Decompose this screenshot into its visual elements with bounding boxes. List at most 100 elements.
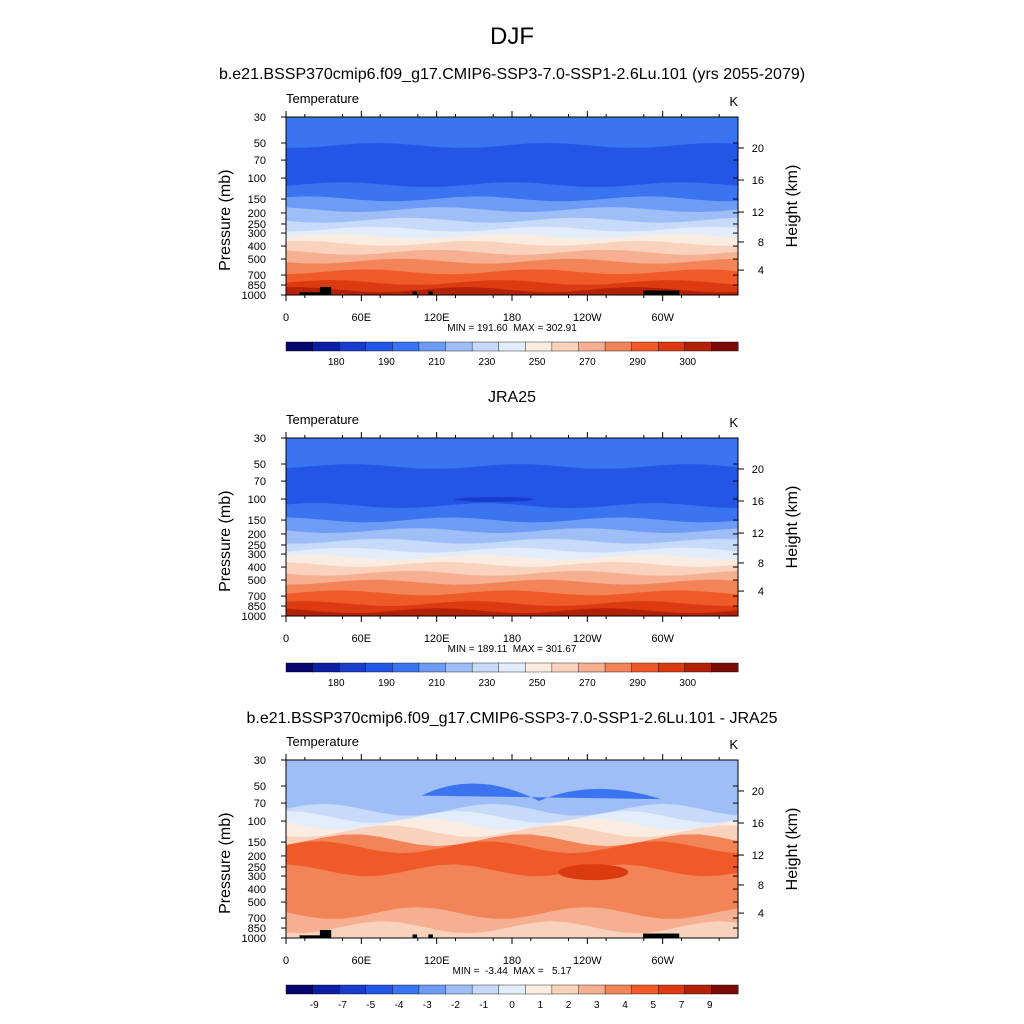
terrain-mask [299, 286, 680, 295]
colorbar: 180 190 210 230 250 270 290 300 [285, 341, 739, 368]
colorbar-label: 2 [566, 1000, 572, 1011]
colorbar-swatch [684, 341, 712, 352]
y-tick-label: 700 [248, 591, 266, 603]
colorbar-label: 250 [529, 678, 546, 689]
y-tick-label: 850 [248, 923, 266, 935]
x-tick-label: 60E [352, 955, 372, 967]
y-right-tick-label: 20 [752, 143, 764, 155]
terrain-patch [643, 933, 680, 938]
contour-band [286, 921, 738, 938]
colorbar-swatch [418, 984, 447, 995]
x-tick-label: 120E [424, 312, 450, 324]
colorbar-swatch [365, 984, 393, 995]
y-right-tick-label: 4 [758, 586, 764, 598]
y-right-tick-label: 12 [752, 850, 764, 862]
colorbar-label: 3 [594, 1000, 600, 1011]
x-tick-label: 120E [424, 955, 450, 967]
y-tick-label: 300 [248, 871, 266, 883]
colorbar-swatch [711, 341, 739, 352]
y-tick-label: 100 [248, 494, 266, 506]
y-tick-label: 250 [248, 862, 266, 874]
colorbar-swatch [445, 662, 473, 673]
terrain-patch [428, 934, 433, 938]
colorbar-label: 190 [378, 357, 395, 368]
colorbar-swatch [338, 662, 367, 673]
y-right-tick-label: 20 [752, 464, 764, 476]
colorbar-label: 250 [529, 357, 546, 368]
main-title: DJF [490, 23, 534, 50]
colorbar-swatch [498, 341, 526, 352]
colorbar-swatch [525, 341, 553, 352]
x-tick-label: 180 [503, 955, 521, 967]
min-max-stats: MIN = 189.11 MAX = 301.67 [448, 644, 577, 655]
colorbar-label: 300 [679, 357, 696, 368]
colorbar-label: 1 [537, 1000, 543, 1011]
colorbar-swatch [658, 984, 686, 995]
y-tick-label: 250 [248, 219, 266, 231]
colorbar-swatch [312, 341, 340, 352]
min-max-stats: MIN = 191.60 MAX = 302.91 [447, 323, 577, 334]
x-tick-label: 60E [352, 312, 372, 324]
y-right-tick-label: 16 [752, 818, 764, 830]
y-right-tick-label: 4 [758, 265, 764, 277]
y-tick-label: 30 [254, 112, 266, 124]
y-tick-label: 500 [248, 897, 266, 909]
colorbar-swatch [418, 341, 447, 352]
x-tick-label: 0 [283, 312, 289, 324]
x-tick-label: 60W [651, 633, 674, 645]
units-label: K [729, 415, 738, 430]
y-right-axis-label: Height (km) [784, 165, 801, 248]
colorbar-label: -4 [395, 1000, 404, 1011]
x-tick-label: 120W [573, 633, 602, 645]
colorbar-swatch [285, 984, 314, 995]
colorbar-swatch [285, 341, 314, 352]
y-tick-label: 50 [254, 138, 266, 150]
y-tick-label: 400 [248, 884, 266, 896]
colorbar-swatch [392, 662, 420, 673]
colorbar-swatch [312, 662, 340, 673]
colorbar-swatch [551, 341, 579, 352]
y-axis-label: Pressure (mb) [217, 491, 234, 592]
colorbar-label: -3 [423, 1000, 432, 1011]
colorbar-swatch [578, 662, 606, 673]
x-tick-label: 0 [283, 955, 289, 967]
y-tick-label: 850 [248, 280, 266, 292]
min-max-stats: MIN = -3.44 MAX = 5.17 [453, 966, 572, 977]
y-tick-label: 1000 [242, 933, 266, 945]
y-tick-label: 300 [248, 228, 266, 240]
panel-title: b.e21.BSSP370cmip6.f09_g17.CMIP6-SSP3-7.… [219, 66, 805, 83]
colorbar-swatch [365, 341, 393, 352]
colorbar-swatch [551, 662, 579, 673]
colorbar-swatch [711, 662, 739, 673]
y-tick-label: 150 [248, 515, 266, 527]
colorbar-label: 7 [679, 1000, 685, 1011]
colorbar-label: 180 [328, 357, 345, 368]
x-tick-label: 180 [503, 633, 521, 645]
y-tick-label: 300 [248, 549, 266, 561]
y-tick-label: 1000 [242, 611, 266, 623]
colorbar-swatch [471, 662, 500, 673]
x-tick-label: 60W [651, 312, 674, 324]
y-tick-label: 150 [248, 837, 266, 849]
colorbar-label: 180 [328, 678, 345, 689]
y-tick-label: 250 [248, 540, 266, 552]
colorbar-label: 290 [629, 678, 646, 689]
y-right-tick-label: 8 [758, 880, 764, 892]
y-tick-label: 200 [248, 851, 266, 863]
terrain-mask [299, 929, 680, 938]
variable-label: Temperature [286, 734, 359, 749]
terrain-patch [412, 291, 418, 295]
colorbar: -9 -7 -5 -4 -3 -2 -1 0 1 2 3 4 5 7 9 [285, 984, 739, 1011]
contour-field [286, 760, 738, 938]
colorbar-label: -9 [310, 1000, 319, 1011]
units-label: K [729, 737, 738, 752]
y-tick-label: 400 [248, 241, 266, 253]
y-tick-label: 150 [248, 194, 266, 206]
y-right-tick-label: 4 [758, 908, 764, 920]
colorbar-label: 4 [622, 1000, 628, 1011]
y-axis-label: Pressure (mb) [217, 170, 234, 271]
colorbar-swatch [631, 341, 659, 352]
colorbar-swatch [445, 984, 473, 995]
